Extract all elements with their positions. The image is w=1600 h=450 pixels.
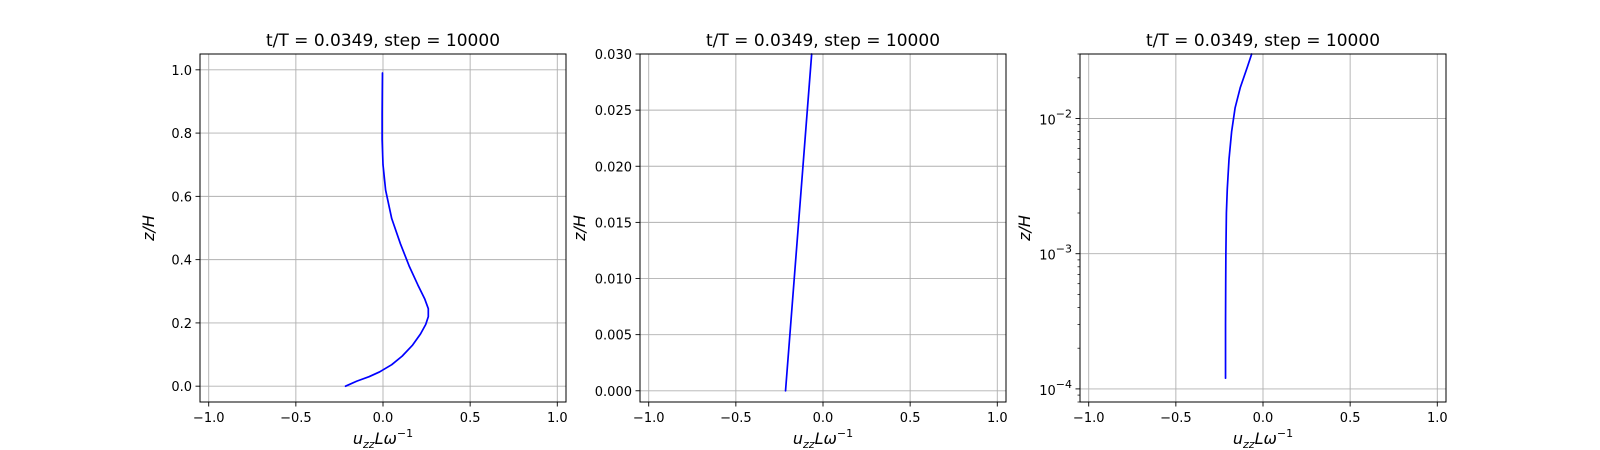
xlabel-base: u xyxy=(1233,429,1243,448)
tick-base: 10 xyxy=(1039,384,1056,399)
y-tick-label: 0.6 xyxy=(171,190,192,205)
y-tick-label: 0.005 xyxy=(595,329,632,344)
tick-exponent: −4 xyxy=(1056,378,1072,391)
x-tick-label: 1.0 xyxy=(1427,411,1448,426)
series-line-1 xyxy=(784,53,813,392)
series-line-1 xyxy=(1224,53,1253,380)
tick-base: 10 xyxy=(1039,249,1056,264)
tick-exponent: −2 xyxy=(1056,108,1072,121)
xlabel-superscript: −1 xyxy=(837,427,853,440)
x-axis-label: uzzLω−1 xyxy=(353,427,413,450)
xlabel-mid: L xyxy=(1255,429,1264,448)
xlabel-superscript: −1 xyxy=(1277,427,1293,440)
x-tick-label: 0.0 xyxy=(373,411,394,426)
y-axis-label: z/H xyxy=(570,215,589,242)
tick-base: 10 xyxy=(1039,114,1056,129)
y-axis-label: z/H xyxy=(139,215,158,242)
x-tick-label: 0.5 xyxy=(900,411,921,426)
y-tick-label: 1.0 xyxy=(171,64,192,79)
xlabel-greek: ω xyxy=(824,429,837,448)
y-tick-label: 0.025 xyxy=(595,104,632,119)
y-tick-label: 0.2 xyxy=(171,317,192,332)
series-line-1 xyxy=(344,72,430,388)
x-axis-label: uzzLω−1 xyxy=(1233,427,1293,450)
chart-title: t/T = 0.0349, step = 10000 xyxy=(1146,31,1380,51)
chart-title: t/T = 0.0349, step = 10000 xyxy=(266,31,500,51)
x-tick-label: 0.0 xyxy=(1253,411,1274,426)
x-tick-label: −1.0 xyxy=(193,411,225,426)
x-tick-label: −0.5 xyxy=(280,411,312,426)
chart-panel-1: −1.0 −0.5 0.0 0.5 1.0 0.0 0.2 0.4 0.6 0.8 1.0 t/T =… xyxy=(139,31,568,450)
xlabel-greek: ω xyxy=(1264,429,1277,448)
xlabel-subscript: zz xyxy=(362,438,375,450)
xlabel-mid: L xyxy=(375,429,384,448)
tick-exponent: −3 xyxy=(1056,243,1072,256)
y-tick-label: 0.4 xyxy=(171,254,192,269)
x-tick-label: 0.0 xyxy=(813,411,834,426)
y-tick-label: 0.015 xyxy=(595,216,632,231)
chart-panel-3: −1.0 −0.5 0.0 0.5 1.010−410−310−2t/T = 0.034… xyxy=(1015,31,1448,450)
x-tick-label: −1.0 xyxy=(1073,411,1105,426)
xlabel-mid: L xyxy=(815,429,824,448)
x-axis-label: uzzLω−1 xyxy=(793,427,853,450)
chart-panel-2: −1.0 −0.5 0.0 0.5 1.0 0.000 0.005 0.010 0.015 0.0… xyxy=(570,31,1008,450)
xlabel-base: u xyxy=(793,429,803,448)
y-tick-label: 10−4 xyxy=(1039,378,1072,399)
chart-title: t/T = 0.0349, step = 10000 xyxy=(706,31,940,51)
xlabel-greek: ω xyxy=(384,429,397,448)
x-tick-label: −1.0 xyxy=(633,411,665,426)
x-tick-label: 0.5 xyxy=(460,411,481,426)
y-tick-label: 0.0 xyxy=(171,380,192,395)
y-tick-label: 0.030 xyxy=(595,48,632,63)
y-tick-label: 0.020 xyxy=(595,160,632,175)
x-tick-label: −0.5 xyxy=(720,411,752,426)
x-tick-label: 0.5 xyxy=(1340,411,1361,426)
x-tick-label: 1.0 xyxy=(987,411,1008,426)
xlabel-superscript: −1 xyxy=(397,427,413,440)
x-tick-label: −0.5 xyxy=(1160,411,1192,426)
y-tick-label: 0.000 xyxy=(595,385,632,400)
y-tick-label: 0.8 xyxy=(171,127,192,142)
xlabel-subscript: zz xyxy=(802,438,815,450)
xlabel-base: u xyxy=(353,429,363,448)
y-tick-label: 10−2 xyxy=(1039,108,1072,129)
xlabel-subscript: zz xyxy=(1242,438,1255,450)
y-axis-label: z/H xyxy=(1015,215,1034,242)
x-tick-label: 1.0 xyxy=(547,411,568,426)
y-tick-label: 0.010 xyxy=(595,273,632,288)
y-tick-label: 10−3 xyxy=(1039,243,1072,264)
